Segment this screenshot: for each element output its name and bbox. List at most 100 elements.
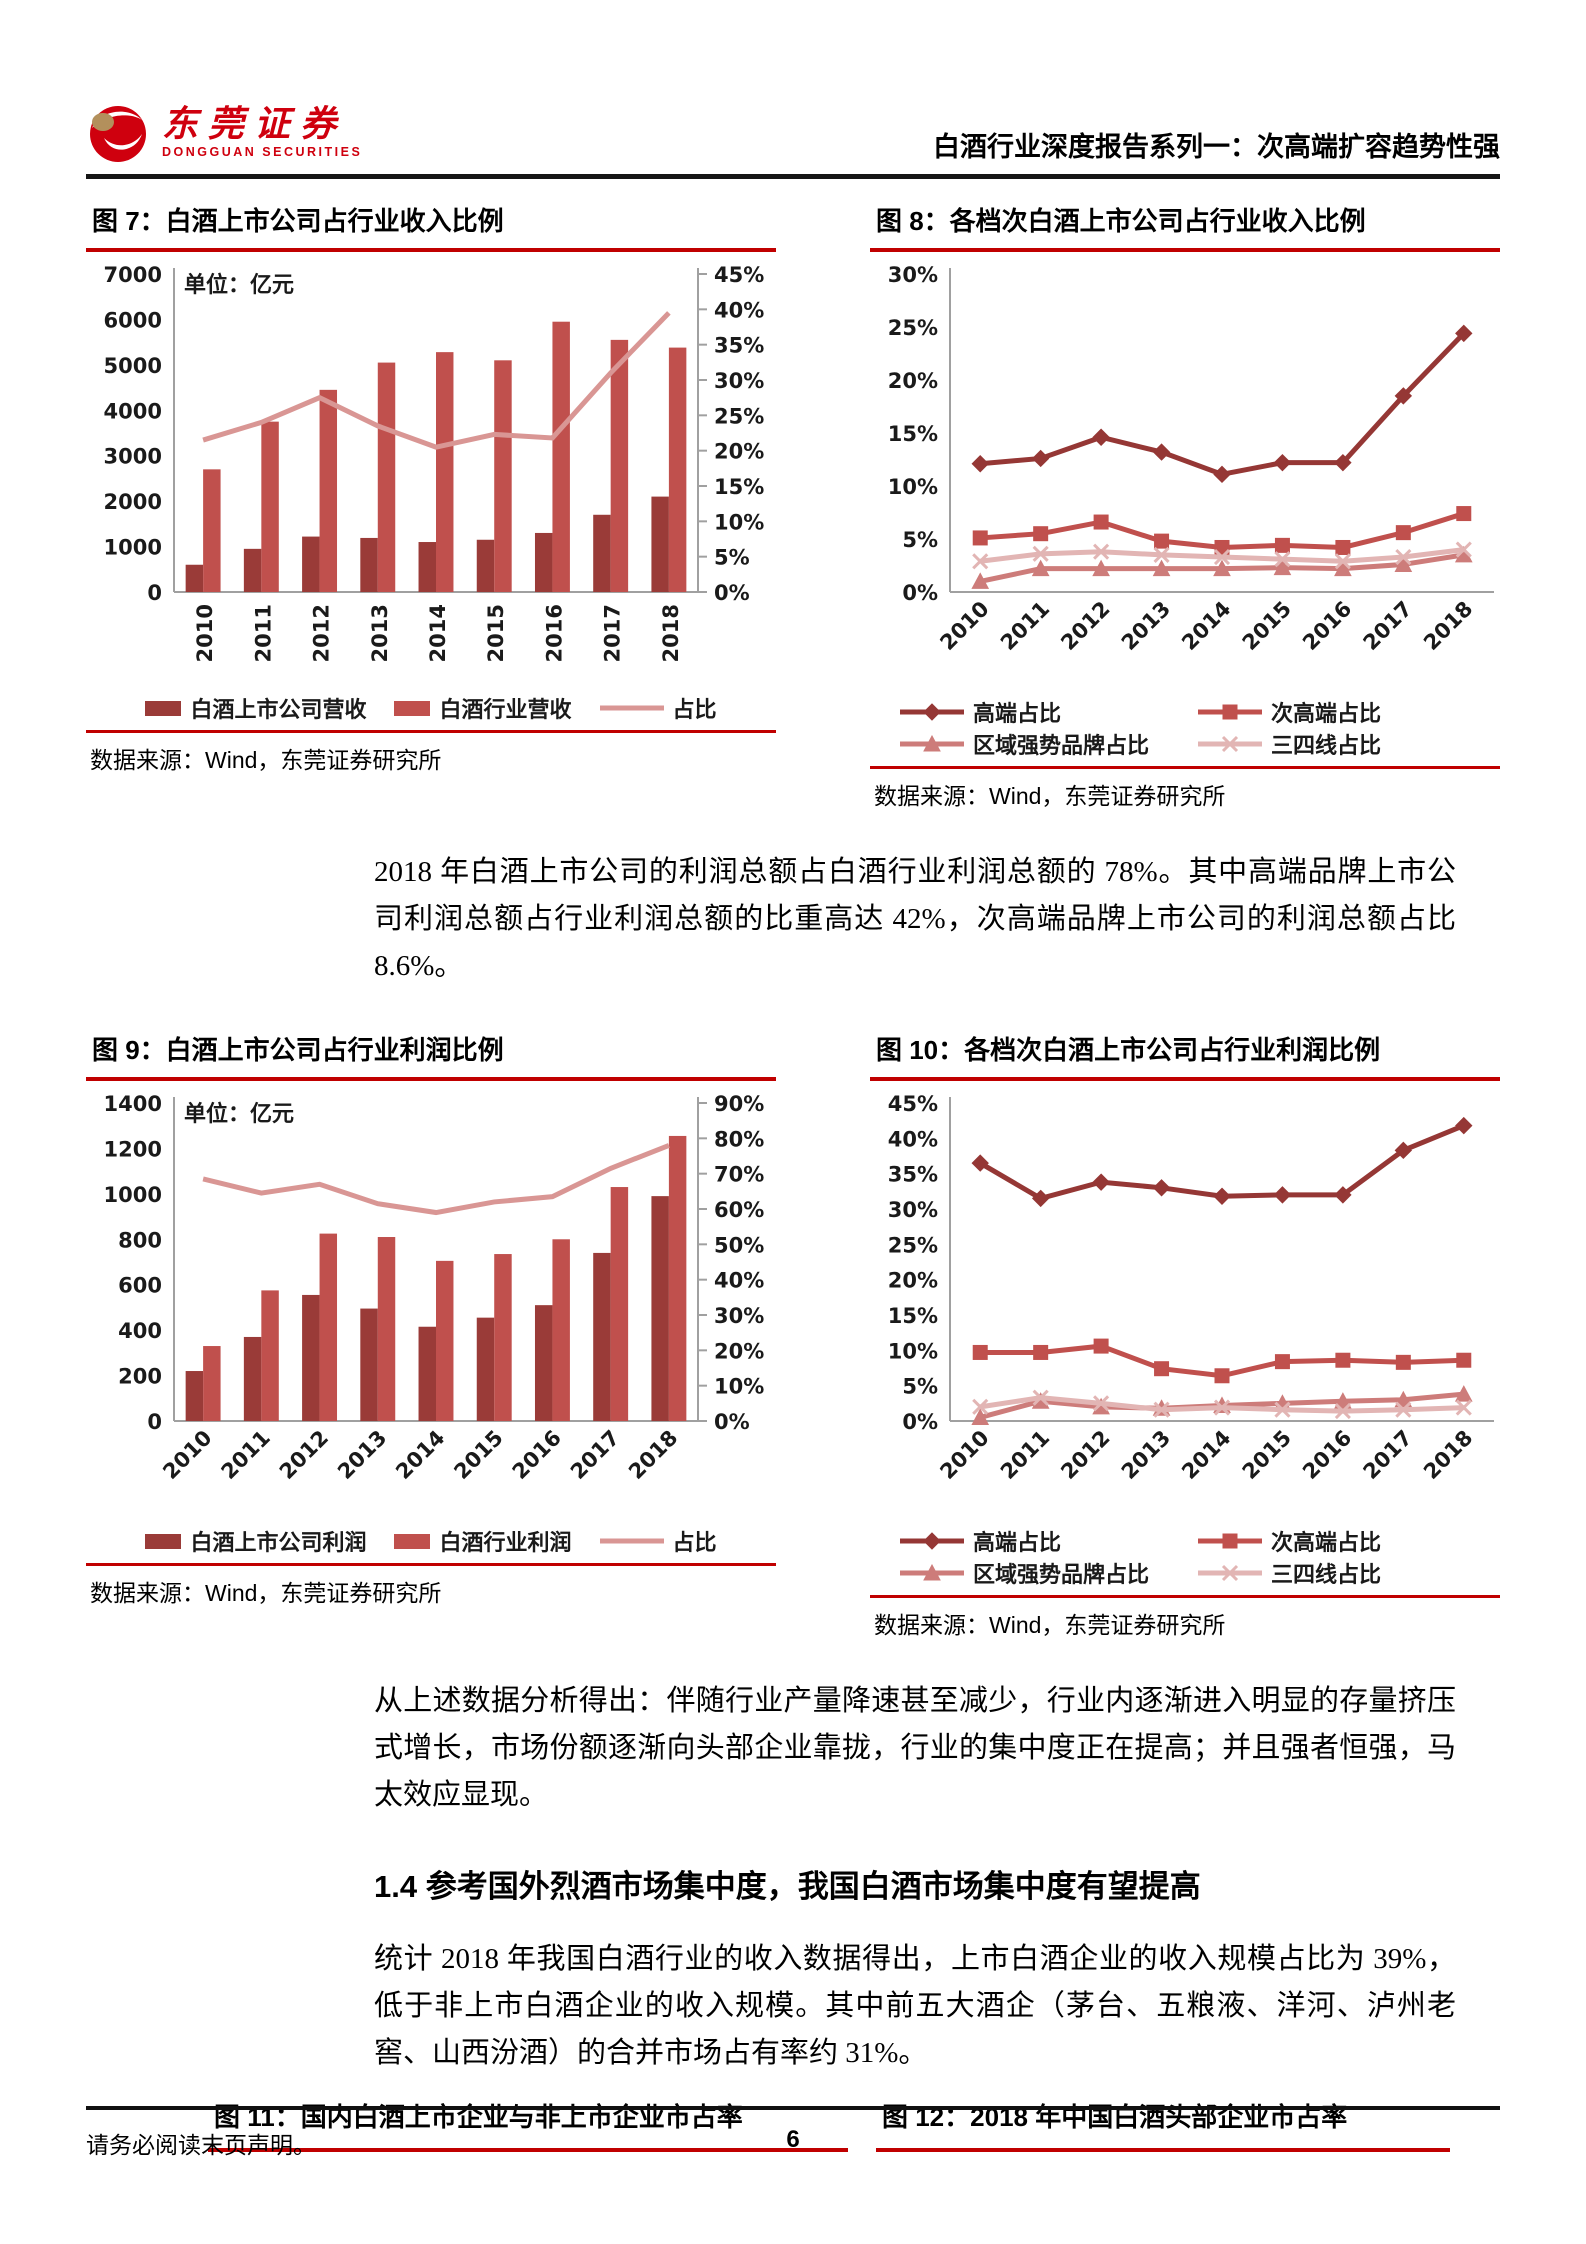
legend-item: 白酒行业利润 xyxy=(394,1525,572,1557)
legend-label: 高端占比 xyxy=(973,1530,1062,1555)
legend-bar-swatch xyxy=(394,700,431,716)
paragraph-concentration: 从上述数据分析得出：伴随行业产量降速甚至减少，行业内逐渐进入明显的存量挤压式增长… xyxy=(374,1685,1456,1811)
figure-7-source: 数据来源：Wind，东莞证券研究所 xyxy=(90,747,442,773)
svg-text:2018: 2018 xyxy=(1419,597,1477,655)
svg-text:90%: 90% xyxy=(714,1092,764,1116)
bar-series-1 xyxy=(185,496,669,592)
svg-text:4000: 4000 xyxy=(104,399,162,423)
figure-row-1: 图 7：白酒上市公司占行业收入比例 0 1000 2000 3000 4000 5000 6… xyxy=(86,189,1500,811)
chart-10-legend: 高端占比 次高端占比 区域强势品牌占比 三四线占比 xyxy=(900,1525,1470,1589)
source-rule xyxy=(870,1595,1500,1598)
legend-line-swatch xyxy=(1198,1533,1262,1549)
svg-text:10%: 10% xyxy=(714,1375,764,1399)
figure-9: 图 9：白酒上市公司占行业利润比例 0 200 400 600 800 1000 1200 1… xyxy=(86,1018,776,1640)
legend-item: 区域强势品牌占比 xyxy=(900,1557,1170,1589)
svg-text:25%: 25% xyxy=(714,404,764,428)
svg-text:10%: 10% xyxy=(888,1339,938,1363)
legend-line-swatch xyxy=(1198,1564,1262,1582)
svg-text:20%: 20% xyxy=(888,369,938,393)
axis-unit-label: 单位：亿元 xyxy=(184,1101,294,1127)
line-series xyxy=(202,1143,670,1216)
line-markers xyxy=(972,1389,1472,1420)
figure-8-source: 数据来源：Wind，东莞证券研究所 xyxy=(874,783,1226,809)
brand: 东莞证券 DONGGUAN SECURITIES xyxy=(86,100,362,164)
svg-text:0: 0 xyxy=(147,1410,162,1434)
svg-text:3000: 3000 xyxy=(104,445,162,469)
svg-text:30%: 30% xyxy=(714,1304,764,1328)
svg-text:0%: 0% xyxy=(714,581,750,605)
legend-item: 高端占比 xyxy=(900,1525,1170,1557)
svg-text:10%: 10% xyxy=(714,510,764,534)
line-markers xyxy=(972,1338,1472,1384)
line-markers xyxy=(971,1116,1473,1208)
figure-10-title: 图 10：各档次白酒上市公司占行业利润比例 xyxy=(876,1035,1381,1065)
svg-text:2000: 2000 xyxy=(104,490,162,514)
svg-text:2018: 2018 xyxy=(1419,1426,1477,1484)
svg-text:30%: 30% xyxy=(888,1198,938,1222)
legend-item: 区域强势品牌占比 xyxy=(900,728,1170,760)
legend-item: 高端占比 xyxy=(900,696,1170,728)
legend-label: 白酒上市公司营收 xyxy=(190,697,367,722)
svg-text:2011: 2011 xyxy=(996,1426,1054,1484)
legend-item: 白酒上市公司营收 xyxy=(145,692,366,724)
svg-text:35%: 35% xyxy=(714,334,764,358)
chart-8-svg: 0%5%10%15%20%25%30%2010 2011 2012 2013 2014 2… xyxy=(888,263,1494,655)
figure-8-chart: 0% 5% 10% 15% 20% 25% 30% 2010 2011 2012 2013 2014 2… xyxy=(870,258,1500,760)
svg-text:45%: 45% xyxy=(714,263,764,287)
svg-text:0%: 0% xyxy=(902,581,938,605)
legend-bar-swatch xyxy=(145,1533,182,1549)
legend-item: 占比 xyxy=(599,1525,717,1557)
line-series xyxy=(202,311,671,450)
legend-item: 白酒上市公司利润 xyxy=(145,1525,366,1557)
legend-label: 区域强势品牌占比 xyxy=(973,1562,1150,1587)
svg-text:2013: 2013 xyxy=(333,1426,391,1484)
svg-text:2010: 2010 xyxy=(935,597,993,655)
svg-text:2011: 2011 xyxy=(251,604,275,662)
source-rule xyxy=(870,766,1500,769)
bar-series-2 xyxy=(203,1135,687,1421)
page-header: 东莞证券 DONGGUAN SECURITIES 白酒行业深度报告系列一：次高端… xyxy=(86,0,1500,179)
svg-text:1200: 1200 xyxy=(104,1137,162,1161)
svg-text:5%: 5% xyxy=(902,528,938,552)
svg-text:1000: 1000 xyxy=(104,1183,162,1207)
legend-label: 占比 xyxy=(672,697,717,722)
chart-8-legend: 高端占比 次高端占比 区域强势品牌占比 三四线占比 xyxy=(900,696,1470,760)
svg-text:25%: 25% xyxy=(888,1233,938,1257)
legend-item: 三四线占比 xyxy=(1198,1557,1468,1589)
svg-text:2013: 2013 xyxy=(368,604,392,662)
svg-text:20%: 20% xyxy=(714,440,764,464)
line-markers xyxy=(971,545,1473,589)
svg-text:40%: 40% xyxy=(714,298,764,322)
line-series xyxy=(978,1123,1465,1202)
svg-text:2014: 2014 xyxy=(391,1426,449,1484)
footer-disclaimer: 请务必阅读末页声明。 xyxy=(86,2132,316,2158)
svg-text:5%: 5% xyxy=(902,1375,938,1399)
svg-text:25%: 25% xyxy=(888,316,938,340)
svg-text:2013: 2013 xyxy=(1117,597,1175,655)
legend-line-swatch xyxy=(599,1538,664,1544)
legend-label: 占比 xyxy=(672,1530,717,1555)
svg-text:2015: 2015 xyxy=(484,604,508,662)
legend-label: 白酒行业利润 xyxy=(439,1530,572,1555)
legend-bar-swatch xyxy=(145,700,182,716)
legend-label: 三四线占比 xyxy=(1271,1562,1382,1587)
figure-7: 图 7：白酒上市公司占行业收入比例 0 1000 2000 3000 4000 5000 6… xyxy=(86,189,776,811)
legend-label: 高端占比 xyxy=(973,701,1062,726)
title-rule xyxy=(870,248,1500,252)
figure-10-chart: 0% 5% 10% 15% 20% 25% 30% 35% 40% 45% 2010 2011 2012… xyxy=(870,1087,1500,1589)
svg-text:2011: 2011 xyxy=(217,1426,275,1484)
svg-text:2010: 2010 xyxy=(158,1426,216,1484)
svg-text:15%: 15% xyxy=(888,1304,938,1328)
legend-line-swatch xyxy=(900,735,964,752)
paragraph-market-share: 统计 2018 年我国白酒行业的收入数据得出，上市白酒企业的收入规模占比为 39… xyxy=(374,1943,1456,2069)
svg-text:0%: 0% xyxy=(714,1410,750,1434)
axis-unit-label: 单位：亿元 xyxy=(184,272,294,298)
svg-text:2015: 2015 xyxy=(449,1426,507,1484)
chart-7-svg: 0 1000 2000 3000 4000 5000 6000 7000 0% 5% 10% 15% 2… xyxy=(104,263,765,662)
source-rule xyxy=(86,730,776,733)
line-markers xyxy=(971,324,1473,484)
line-series xyxy=(980,331,1466,477)
line-markers xyxy=(972,541,1472,570)
svg-text:2016: 2016 xyxy=(508,1426,566,1484)
chart-9-svg: 0 200 400 600 800 1000 1200 1400 0% 10% 20% 30% 40% 5… xyxy=(104,1092,765,1484)
